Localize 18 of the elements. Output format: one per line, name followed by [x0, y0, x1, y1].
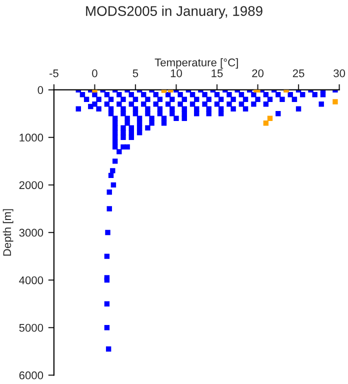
chart-title: MODS2005 in January, 1989	[86, 6, 262, 19]
y-tick-label: 2000	[19, 181, 44, 190]
y-tick-label: 6000	[19, 371, 44, 380]
y-tick-label: 1000	[20, 134, 44, 142]
y-tick-label: 3000	[19, 228, 44, 237]
x-tick-label: 10	[170, 69, 182, 78]
y-tick-label: 4000	[19, 276, 44, 284]
x-tick-label: 30	[334, 69, 346, 78]
x-tick-label: 25	[292, 69, 304, 78]
y-axis-title: Depth [m]	[2, 209, 14, 256]
x-tick-label: -5	[49, 69, 58, 78]
x-tick-label: 20	[252, 69, 264, 78]
y-tick-label: 5000	[19, 324, 44, 332]
x-axis-title: Temperature [°C]	[154, 58, 238, 69]
x-tick-label: 5	[132, 69, 138, 78]
x-tick-label: 15	[212, 69, 223, 78]
x-tick-label: 0	[92, 69, 98, 78]
y-tick-label: 0	[38, 86, 44, 94]
